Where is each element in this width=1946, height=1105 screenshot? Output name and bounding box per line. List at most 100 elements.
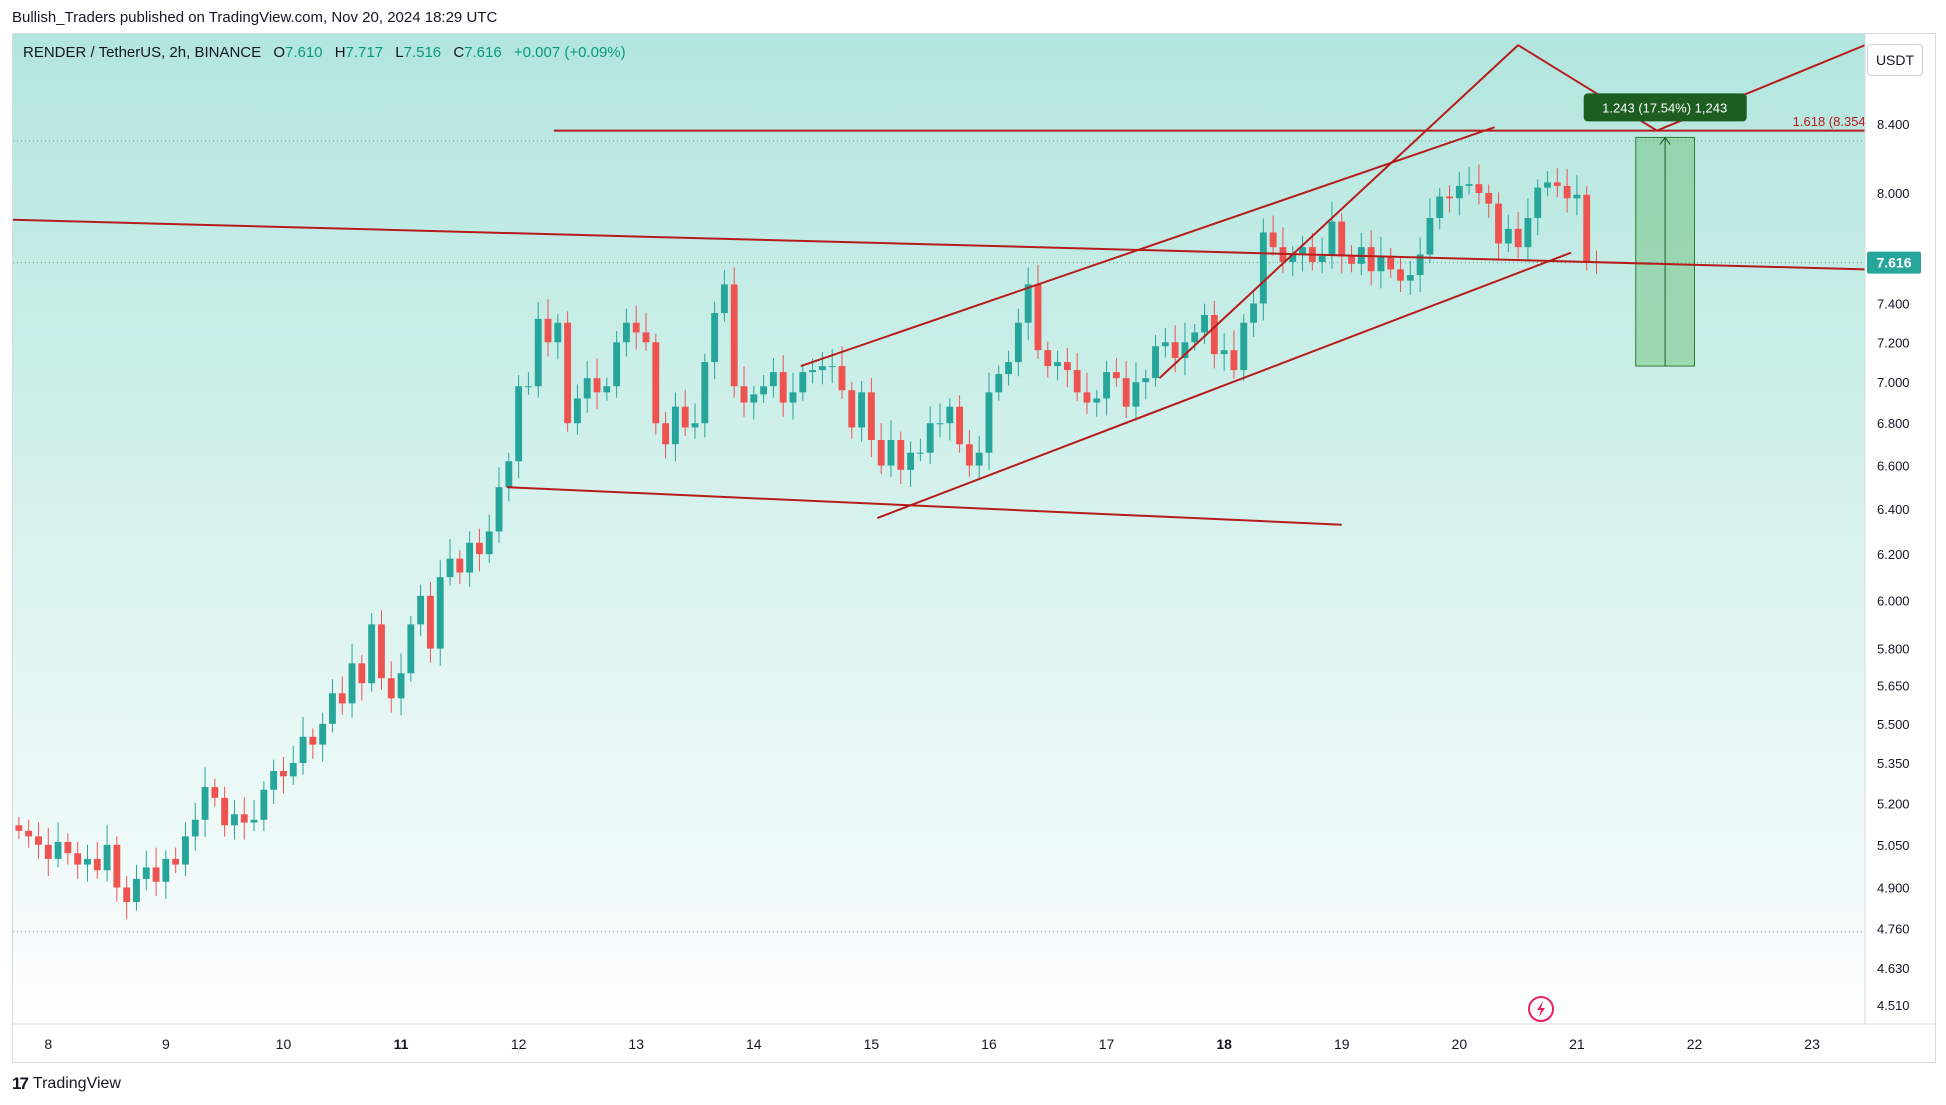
candle-body [593,378,601,393]
candle-body [632,322,640,333]
time-tick-label: 22 [1687,1036,1703,1052]
candle [436,560,444,666]
candle [1406,260,1414,295]
candles [15,164,1600,920]
published-header: Bullish_Traders published on TradingView… [12,9,498,26]
candle-body [603,386,611,393]
price-tick-label: 6.400 [1877,502,1910,517]
candle-body [1024,284,1032,323]
time-tick-label: 20 [1452,1036,1468,1052]
candle [740,366,748,417]
candle-body [887,440,895,466]
candle-body [1044,350,1052,367]
candle [348,643,356,718]
candle-body [495,487,503,532]
candle-body [446,558,454,578]
candle-body [329,693,336,724]
candle-body [877,440,885,466]
price-levels [13,140,1865,933]
candle [1073,353,1081,401]
candle [456,550,464,584]
candle-body [319,723,327,745]
candle-body [1455,185,1463,199]
candle [1210,300,1218,369]
price-tick-label: 5.650 [1877,679,1910,694]
candle [1524,198,1532,262]
candle-body [760,386,768,395]
candle [877,423,885,475]
candle-body [730,284,738,387]
candle-body [828,366,836,368]
candle-body [985,392,993,453]
time-tick-label: 10 [276,1036,292,1052]
candle [652,333,660,435]
candle [1289,246,1297,277]
time-tick-label: 19 [1334,1036,1350,1052]
candle [1573,175,1581,216]
candle-body [1191,332,1199,343]
time-tick-label: 18 [1216,1036,1232,1052]
price-tick-label: 5.050 [1877,838,1910,853]
candle [1426,198,1434,264]
candle [250,800,258,832]
candle-body [280,771,287,777]
candle [123,876,131,920]
candle [838,346,846,399]
candle [1034,264,1042,359]
candle [1142,369,1150,400]
candle-body [309,736,317,745]
price-tick-label: 4.510 [1877,998,1910,1013]
candle-body [35,836,42,845]
price-axis: 8.4008.0007.6007.4007.2007.0006.8006.600… [1864,34,1935,1062]
measure-label: 1.243 (17.54%) 1,243 [1602,100,1727,115]
candle-body [417,595,425,625]
candle [240,797,248,840]
candle-body [544,318,552,343]
candle [907,441,915,487]
candle-body [1210,314,1218,355]
candle [564,311,572,432]
candle-body [662,423,670,445]
price-tick-label: 6.200 [1877,547,1910,562]
candle [1083,372,1091,414]
candle-body [250,819,258,823]
time-tick-label: 15 [864,1036,880,1052]
time-tick-label: 9 [162,1036,170,1052]
price-tick-label: 7.000 [1877,375,1910,390]
candle [632,305,640,350]
measure-arrow-head [1659,136,1671,145]
candle-body [74,853,82,865]
price-chart[interactable]: 1.243 (17.54%) 1,243 1.618 (8.354) 8.400 8… [13,34,1936,1063]
candle-body [720,284,728,314]
candle-body [916,452,924,454]
candle-body [622,322,630,343]
candle-body [1338,221,1346,257]
time-tick-label: 11 [394,1036,409,1052]
candle-body [1083,392,1091,403]
candle-body [1201,314,1208,333]
candle [760,374,768,403]
candle [995,365,1003,401]
candle-body [221,797,229,826]
candle-body [858,392,866,428]
candle [1181,322,1189,376]
price-tick-label: 7.200 [1877,335,1910,350]
currency-button[interactable]: USDT [1867,44,1923,76]
candle [1367,230,1375,286]
candle-body [1318,254,1326,262]
candle-body [652,342,660,424]
candle-body [907,452,915,470]
time-tick-label: 14 [746,1036,762,1052]
candle [1005,350,1013,386]
trendline [13,218,1866,271]
candle [113,836,121,902]
candle-body [1377,256,1385,272]
candle [1259,218,1267,321]
candle-body [25,830,33,837]
candle [201,767,209,837]
candle-body [1485,192,1493,204]
candle [573,384,581,435]
chart-panel[interactable]: 1.243 (17.54%) 1,243 1.618 (8.354) 8.400 8… [12,33,1936,1063]
candle-body [1553,182,1561,186]
candle-body [182,836,189,865]
